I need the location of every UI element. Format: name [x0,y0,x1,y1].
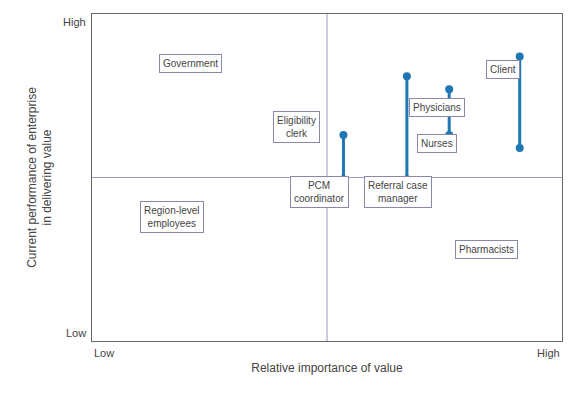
svg-text:Government: Government [163,58,218,69]
svg-text:Current performance of enterpr: Current performance of enterprisein deli… [25,87,55,268]
svg-text:High: High [537,347,560,359]
svg-text:Pharmacists: Pharmacists [459,244,514,255]
svg-text:PCMcoordinator: PCMcoordinator [294,180,345,204]
svg-text:High: High [63,16,86,28]
svg-text:Relative importance of value: Relative importance of value [251,361,403,375]
svg-text:Physicians: Physicians [413,102,461,113]
svg-text:Client: Client [490,64,516,75]
svg-text:Low: Low [94,347,114,359]
svg-text:Region-levelemployees: Region-levelemployees [144,205,200,229]
svg-text:Low: Low [66,327,86,339]
svg-text:Referral casemanager: Referral casemanager [368,180,428,204]
svg-text:Eligibilityclerk: Eligibilityclerk [277,115,316,139]
svg-text:Nurses: Nurses [421,138,453,149]
